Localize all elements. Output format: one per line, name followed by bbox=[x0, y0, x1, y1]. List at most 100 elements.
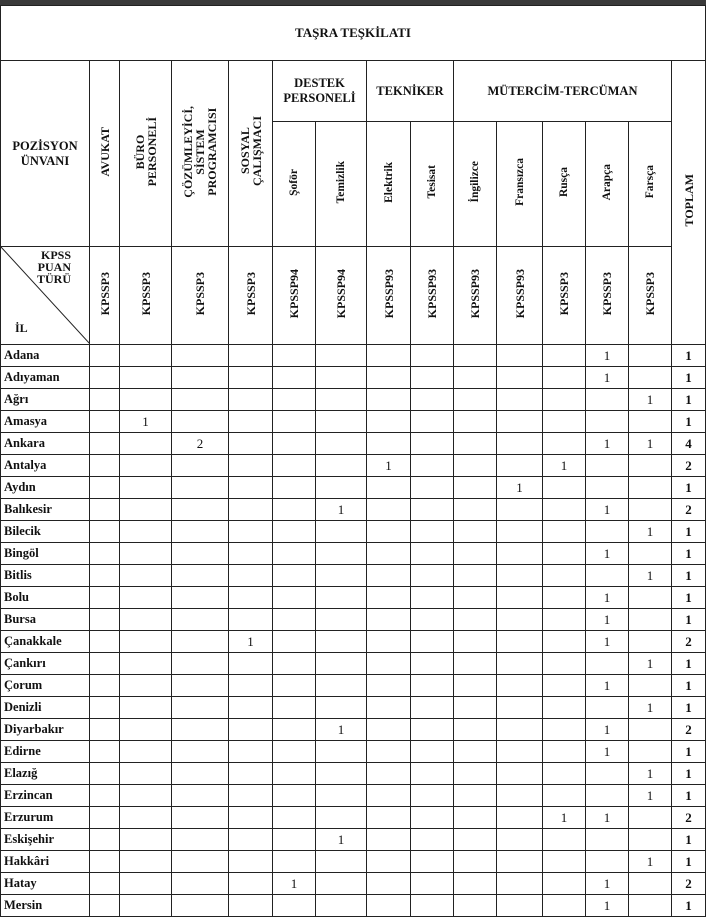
count-cell bbox=[453, 410, 497, 433]
province-name: Erzincan bbox=[0, 784, 90, 807]
header-toplam: TOPLAM bbox=[670, 60, 706, 345]
count-cell: 1 bbox=[628, 652, 672, 675]
total-cell: 1 bbox=[670, 696, 706, 719]
count-cell bbox=[453, 564, 497, 587]
count-cell bbox=[315, 740, 367, 763]
province-name: Çankırı bbox=[0, 652, 90, 675]
total-cell: 1 bbox=[670, 850, 706, 873]
count-cell bbox=[228, 718, 273, 741]
count-cell bbox=[585, 652, 629, 675]
count-cell bbox=[228, 696, 273, 719]
count-cell bbox=[542, 564, 586, 587]
count-cell bbox=[628, 718, 672, 741]
count-cell bbox=[89, 674, 120, 697]
count-cell bbox=[366, 894, 411, 917]
province-name: Bolu bbox=[0, 586, 90, 609]
score-type-cell: KPSSP3 bbox=[119, 246, 172, 345]
count-cell bbox=[453, 388, 497, 411]
count-cell bbox=[585, 762, 629, 785]
count-cell: 1 bbox=[628, 696, 672, 719]
table-row: Çorum 1 1 bbox=[0, 674, 706, 697]
count-cell bbox=[119, 498, 172, 521]
score-type-cell: KPSSP3 bbox=[228, 246, 273, 345]
subheader-tesisat: Tesisat bbox=[410, 121, 454, 247]
province-name: Aydın bbox=[0, 476, 90, 499]
top-bar bbox=[0, 0, 706, 5]
count-cell bbox=[119, 454, 172, 477]
header-sosyal: SOSYAL ÇALIŞMACI bbox=[228, 60, 273, 247]
count-cell bbox=[496, 520, 543, 543]
table-row: Bitlis 1 1 bbox=[0, 564, 706, 587]
count-cell bbox=[453, 630, 497, 653]
count-cell bbox=[453, 608, 497, 631]
count-cell bbox=[171, 828, 229, 851]
total-cell: 2 bbox=[670, 806, 706, 829]
count-cell bbox=[315, 850, 367, 873]
count-cell: 1 bbox=[628, 762, 672, 785]
header-avukat: AVUKAT bbox=[89, 60, 120, 247]
table-row: Diyarbakır 1 1 2 bbox=[0, 718, 706, 741]
province-name: Hakkâri bbox=[0, 850, 90, 873]
count-cell bbox=[542, 498, 586, 521]
total-cell: 1 bbox=[670, 586, 706, 609]
staff-allocation-table: TAŞRA TEŞKİLATI POZİSYON ÜNVANI AVUKAT B… bbox=[0, 5, 706, 917]
province-name: Eskişehir bbox=[0, 828, 90, 851]
count-cell: 1 bbox=[585, 586, 629, 609]
count-cell bbox=[119, 542, 172, 565]
count-cell bbox=[542, 476, 586, 499]
table-row: Hakkâri 1 1 bbox=[0, 850, 706, 873]
count-cell bbox=[410, 652, 454, 675]
count-cell bbox=[410, 762, 454, 785]
count-cell: 1 bbox=[585, 894, 629, 917]
count-cell bbox=[496, 388, 543, 411]
count-cell bbox=[171, 366, 229, 389]
count-cell bbox=[119, 696, 172, 719]
count-cell bbox=[542, 740, 586, 763]
count-cell: 1 bbox=[628, 850, 672, 873]
count-cell bbox=[628, 674, 672, 697]
count-cell bbox=[453, 806, 497, 829]
count-cell bbox=[228, 410, 273, 433]
kpss-score-type-label: KPSS PUAN TÜRÜ bbox=[36, 248, 71, 286]
count-cell bbox=[585, 454, 629, 477]
province-name: Denizli bbox=[0, 696, 90, 719]
count-cell bbox=[410, 586, 454, 609]
score-type-cell: KPSSP3 bbox=[89, 246, 120, 345]
count-cell: 1 bbox=[585, 608, 629, 631]
count-cell bbox=[272, 586, 316, 609]
count-cell bbox=[453, 696, 497, 719]
count-cell: 1 bbox=[585, 740, 629, 763]
count-cell bbox=[119, 630, 172, 653]
score-type-cell: KPSSP94 bbox=[315, 246, 367, 345]
count-cell bbox=[542, 366, 586, 389]
count-cell: 1 bbox=[628, 432, 672, 455]
count-cell bbox=[228, 564, 273, 587]
count-cell bbox=[410, 894, 454, 917]
count-cell bbox=[496, 630, 543, 653]
count-cell bbox=[315, 520, 367, 543]
table-row: Adana 1 1 bbox=[0, 344, 706, 367]
total-cell: 1 bbox=[670, 652, 706, 675]
count-cell bbox=[228, 652, 273, 675]
count-cell bbox=[272, 674, 316, 697]
count-cell bbox=[171, 476, 229, 499]
count-cell bbox=[410, 542, 454, 565]
count-cell bbox=[542, 696, 586, 719]
count-cell bbox=[366, 850, 411, 873]
total-cell: 1 bbox=[670, 674, 706, 697]
count-cell bbox=[272, 828, 316, 851]
province-name: Ağrı bbox=[0, 388, 90, 411]
count-cell bbox=[410, 696, 454, 719]
count-cell bbox=[496, 740, 543, 763]
total-cell: 1 bbox=[670, 410, 706, 433]
subheader-temizlik: Temizlik bbox=[315, 121, 367, 247]
province-name: Adıyaman bbox=[0, 366, 90, 389]
province-name: Edirne bbox=[0, 740, 90, 763]
count-cell: 1 bbox=[228, 630, 273, 653]
count-cell bbox=[453, 454, 497, 477]
total-cell: 1 bbox=[670, 564, 706, 587]
count-cell bbox=[315, 696, 367, 719]
count-cell: 1 bbox=[272, 872, 316, 895]
province-name: Çanakkale bbox=[0, 630, 90, 653]
count-cell bbox=[228, 388, 273, 411]
